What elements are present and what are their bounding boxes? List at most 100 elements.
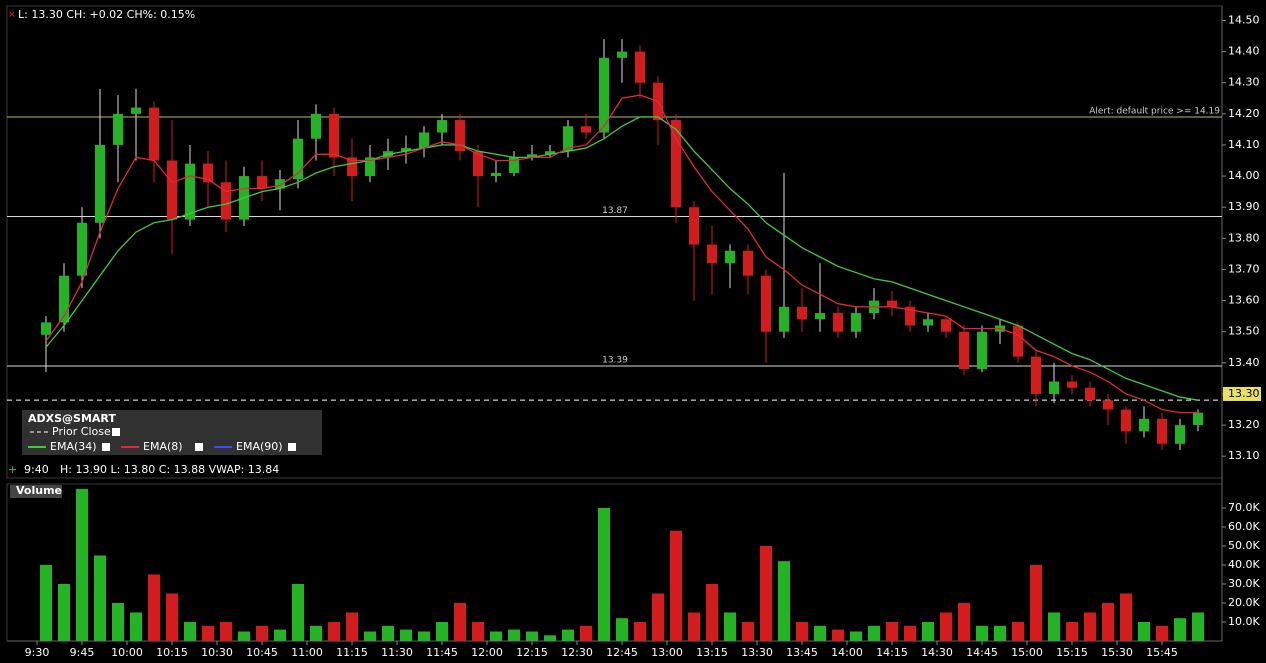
candle-body [959,331,969,370]
candle-body [1013,325,1023,357]
volume-bar [1012,621,1024,641]
checkbox[interactable] [102,443,110,451]
candle-body [455,120,465,152]
x-tick-label: 13:45 [786,646,818,659]
volume-bar [76,488,88,641]
volume-bar [166,593,178,641]
volume-bar [1048,612,1060,641]
checkbox[interactable] [195,443,203,451]
candle-body [401,148,411,152]
candle-body [743,250,753,276]
legend: ADXS@SMART Prior Close [22,410,322,455]
y-tick-label: 40.0K [1228,558,1260,571]
candle-body [1193,412,1203,426]
legend-label: EMA(90) [236,440,283,453]
y-tick-label: 70.0K [1228,501,1260,514]
legend-label: EMA(34) [50,440,97,453]
candle-body [689,207,699,245]
info-time: 9:40 [24,463,49,476]
volume-bar [274,629,286,641]
candle-body [419,132,429,149]
y-tick-label: 14.40 [1228,45,1260,58]
volume-bar [1192,612,1204,641]
x-tick-label: 11:45 [426,646,458,659]
y-tick-label: 13.60 [1228,294,1260,307]
x-tick-label: 10:00 [111,646,143,659]
y-tick-label: 14.10 [1228,138,1260,151]
y-tick-label: 13.90 [1228,200,1260,213]
x-tick-label: 9:30 [25,646,50,659]
candle-body [923,319,933,326]
candle-body [617,51,627,58]
checkbox[interactable] [288,443,296,451]
candle-body [851,313,861,332]
x-tick-label: 15:15 [1056,646,1088,659]
header: L: 13.30 CH: +0.02 CH%: 0.15% [18,8,195,21]
candle-body [167,160,177,220]
last-price-box [1223,386,1261,401]
volume-bar [364,631,376,641]
x-tick-label: 10:15 [156,646,188,659]
candle-body [473,151,483,177]
close-icon[interactable]: ✕ [8,11,16,21]
volume-bar [904,625,916,641]
candle-body [149,107,159,161]
y-tick-label: 13.20 [1228,418,1260,431]
h-line-label: 13.87 [602,206,628,216]
volume-bar [562,629,574,641]
candle-body [635,51,645,83]
volume-bar [760,545,772,641]
candle-body [563,126,573,152]
candle-body [509,157,519,173]
y-tick-label: 60.0K [1228,520,1260,533]
volume-bar [742,621,754,641]
x-tick-label: 9:45 [70,646,95,659]
candle-body [545,151,555,155]
candle-body [707,244,717,264]
volume-bar [220,621,232,641]
volume-bar [1102,602,1114,641]
candle-body [1049,381,1059,394]
candle-body [797,306,807,320]
x-tick-label: 15:00 [1011,646,1043,659]
candle-body [599,57,609,133]
volume-bar [1030,564,1042,641]
x-tick-label: 14:00 [831,646,863,659]
x-tick-label: 13:15 [696,646,728,659]
candle-body [581,126,591,133]
candle-body [905,306,915,326]
volume-bar [130,612,142,641]
last-price-label: 13.30 [1228,387,1260,400]
volume-bar [112,602,124,641]
candle-body [833,313,843,332]
candle-body [1031,356,1041,394]
candle-body [221,182,231,220]
volume-bar [670,530,682,641]
volume-bar [544,635,556,641]
candle-body [77,222,87,276]
volume-bar [958,602,970,641]
candle-body [671,120,681,208]
alert-label: Alert: default price >= 14.19 [1089,106,1220,116]
candle-body [437,120,447,133]
candle-body [779,306,789,332]
x-tick-label: 10:45 [246,646,278,659]
x-tick-label: 11:30 [381,646,413,659]
volume-bar [418,631,430,641]
y-tick-label: 13.70 [1228,262,1260,275]
x-tick-label: 11:15 [336,646,368,659]
volume-bar [400,629,412,641]
checkbox[interactable] [112,428,120,436]
volume-bar [724,612,736,641]
x-tick-label: 14:45 [966,646,998,659]
x-tick-label: 12:15 [516,646,548,659]
volume-bar [202,625,214,641]
candle-body [329,113,339,158]
x-tick-label: 12:45 [606,646,638,659]
volume-bar [1174,618,1186,641]
volume-bar [526,631,538,641]
candle-body [761,275,771,332]
y-tick-label: 13.10 [1228,449,1260,462]
volume-bar [1120,593,1132,641]
